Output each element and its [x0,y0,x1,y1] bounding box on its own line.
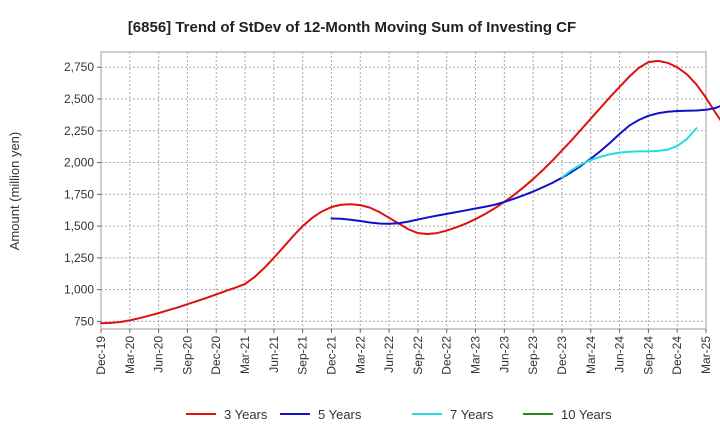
x-tick-label: Jun-24 [613,336,627,373]
x-tick-label: Jun-21 [267,336,281,373]
y-tick-label: 750 [74,314,94,328]
legend-item: 7 Years [412,407,494,422]
series-line-5-years [330,105,720,225]
y-tick-label: 1,000 [64,283,94,297]
gridlines [100,52,707,329]
x-tick-label: Sep-23 [526,336,540,375]
x-tick-label: Mar-24 [584,336,598,374]
series-line-7-years [560,127,698,179]
y-tick-label: 2,250 [64,124,94,138]
x-tick-label: Jun-22 [382,336,396,373]
x-tick-label: Jun-20 [152,336,166,373]
x-tick-label: Mar-25 [699,336,713,374]
x-tick-label: Dec-21 [324,336,338,375]
chart-title: [6856] Trend of StDev of 12-Month Moving… [128,19,576,36]
x-tick-label: Mar-20 [123,336,137,374]
legend-label: 10 Years [561,407,612,422]
y-tick-label: 1,500 [64,219,94,233]
legend-label: 7 Years [450,407,494,422]
legend-item: 5 Years [280,407,362,422]
legend-item: 10 Years [523,407,612,422]
x-tick-label: Mar-22 [353,336,367,374]
legend: 3 Years 5 Years 7 Years 10 Years [186,407,612,422]
x-tick-label: Dec-20 [209,336,223,375]
x-tick-label: Sep-21 [296,336,310,375]
y-tick-label: 2,500 [64,92,94,106]
y-axis-label: Amount (million yen) [7,132,22,251]
x-tick-label: Dec-19 [94,336,108,375]
x-tick-label: Sep-24 [641,336,655,375]
y-axis-ticks: 750 1,000 1,250 1,500 1,750 2,000 2,250 2,500 2,… [64,60,101,328]
series-line-3-years [100,59,720,325]
y-tick-label: 1,250 [64,251,94,265]
y-tick-label: 1,750 [64,187,94,201]
x-tick-label: Mar-21 [238,336,252,374]
x-tick-label: Dec-22 [440,336,454,375]
plot-area [100,51,707,330]
x-tick-label: Dec-23 [555,336,569,375]
x-tick-label: Dec-24 [670,336,684,375]
legend-item: 3 Years [186,407,268,422]
y-tick-label: 2,000 [64,156,94,170]
x-tick-label: Jun-23 [497,336,511,373]
x-tick-label: Mar-23 [469,336,483,374]
legend-label: 5 Years [318,407,362,422]
legend-label: 3 Years [224,407,268,422]
x-tick-label: Sep-22 [411,336,425,375]
series-lines [100,59,720,325]
y-tick-label: 2,750 [64,60,94,74]
x-axis-ticks: Dec-19 Mar-20 Jun-20 Sep-20 Dec-20 Mar-21 Jun-… [94,329,713,375]
x-tick-label: Sep-20 [180,336,194,375]
